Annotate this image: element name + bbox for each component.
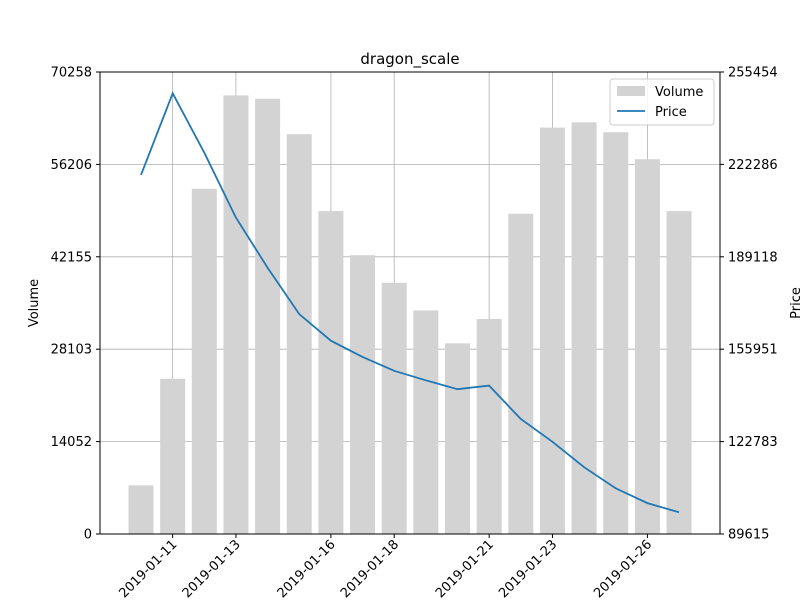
volume-bar <box>445 343 470 534</box>
left-tick-label: 70258 <box>51 66 92 81</box>
x-tick-label: 2019-01-11 <box>116 537 180 600</box>
volume-bar <box>191 188 217 535</box>
left-tick-label: 14052 <box>51 435 92 450</box>
volume-bars <box>128 95 692 535</box>
volume-bar <box>634 159 660 535</box>
volume-bar <box>223 95 249 534</box>
plot-frame <box>99 71 721 535</box>
x-tick-label: 2019-01-21 <box>433 537 497 600</box>
legend-swatch-volume <box>617 86 645 96</box>
left-tick-label: 42155 <box>51 250 92 265</box>
price-line <box>140 91 680 514</box>
x-tick-label: 2019-01-18 <box>338 537 402 600</box>
volume-bar <box>255 98 281 534</box>
x-tick-label: 2019-01-16 <box>275 537 339 600</box>
volume-bar <box>128 485 154 534</box>
volume-bar <box>571 122 597 534</box>
right-tick-label: 255454 <box>728 66 778 81</box>
right-axis: 89615 122783 155951 189118 222286 255454 <box>720 66 778 543</box>
volume-bar <box>413 310 439 534</box>
legend-label-price: Price <box>655 105 687 120</box>
x-tick-label: 2019-01-23 <box>496 537 560 600</box>
volume-bar <box>539 127 565 535</box>
legend: Volume Price <box>609 78 715 126</box>
right-tick-label: 222286 <box>728 158 778 173</box>
left-axis-title: Volume <box>27 279 42 327</box>
left-axis: 0 14052 28103 42155 56206 70258 <box>51 66 100 543</box>
volume-bar <box>160 378 186 534</box>
x-tick-label: 2019-01-13 <box>180 537 244 600</box>
chart-title: dragon_scale <box>360 50 459 69</box>
volume-bar <box>476 318 502 534</box>
right-tick-label: 155951 <box>728 343 778 358</box>
left-tick-label: 0 <box>84 528 92 543</box>
right-axis-title: Price <box>789 287 800 319</box>
volume-bar <box>318 211 344 534</box>
x-axis: 2019-01-11 2019-01-13 2019-01-16 2019-01-18… <box>116 534 655 600</box>
left-tick-label: 56206 <box>51 158 92 173</box>
volume-bar <box>286 134 312 534</box>
volume-bar <box>350 255 376 534</box>
volume-bar <box>603 132 629 535</box>
x-tick-label: 2019-01-26 <box>591 537 655 600</box>
right-tick-label: 122783 <box>728 435 778 450</box>
left-tick-label: 28103 <box>51 343 92 358</box>
right-tick-label: 89615 <box>728 528 769 543</box>
volume-bar <box>508 213 534 534</box>
price-line-layer <box>140 91 680 514</box>
legend-label-volume: Volume <box>655 85 703 100</box>
volume-bar <box>381 282 407 534</box>
right-tick-label: 189118 <box>728 250 778 265</box>
volume-bar <box>666 211 692 534</box>
